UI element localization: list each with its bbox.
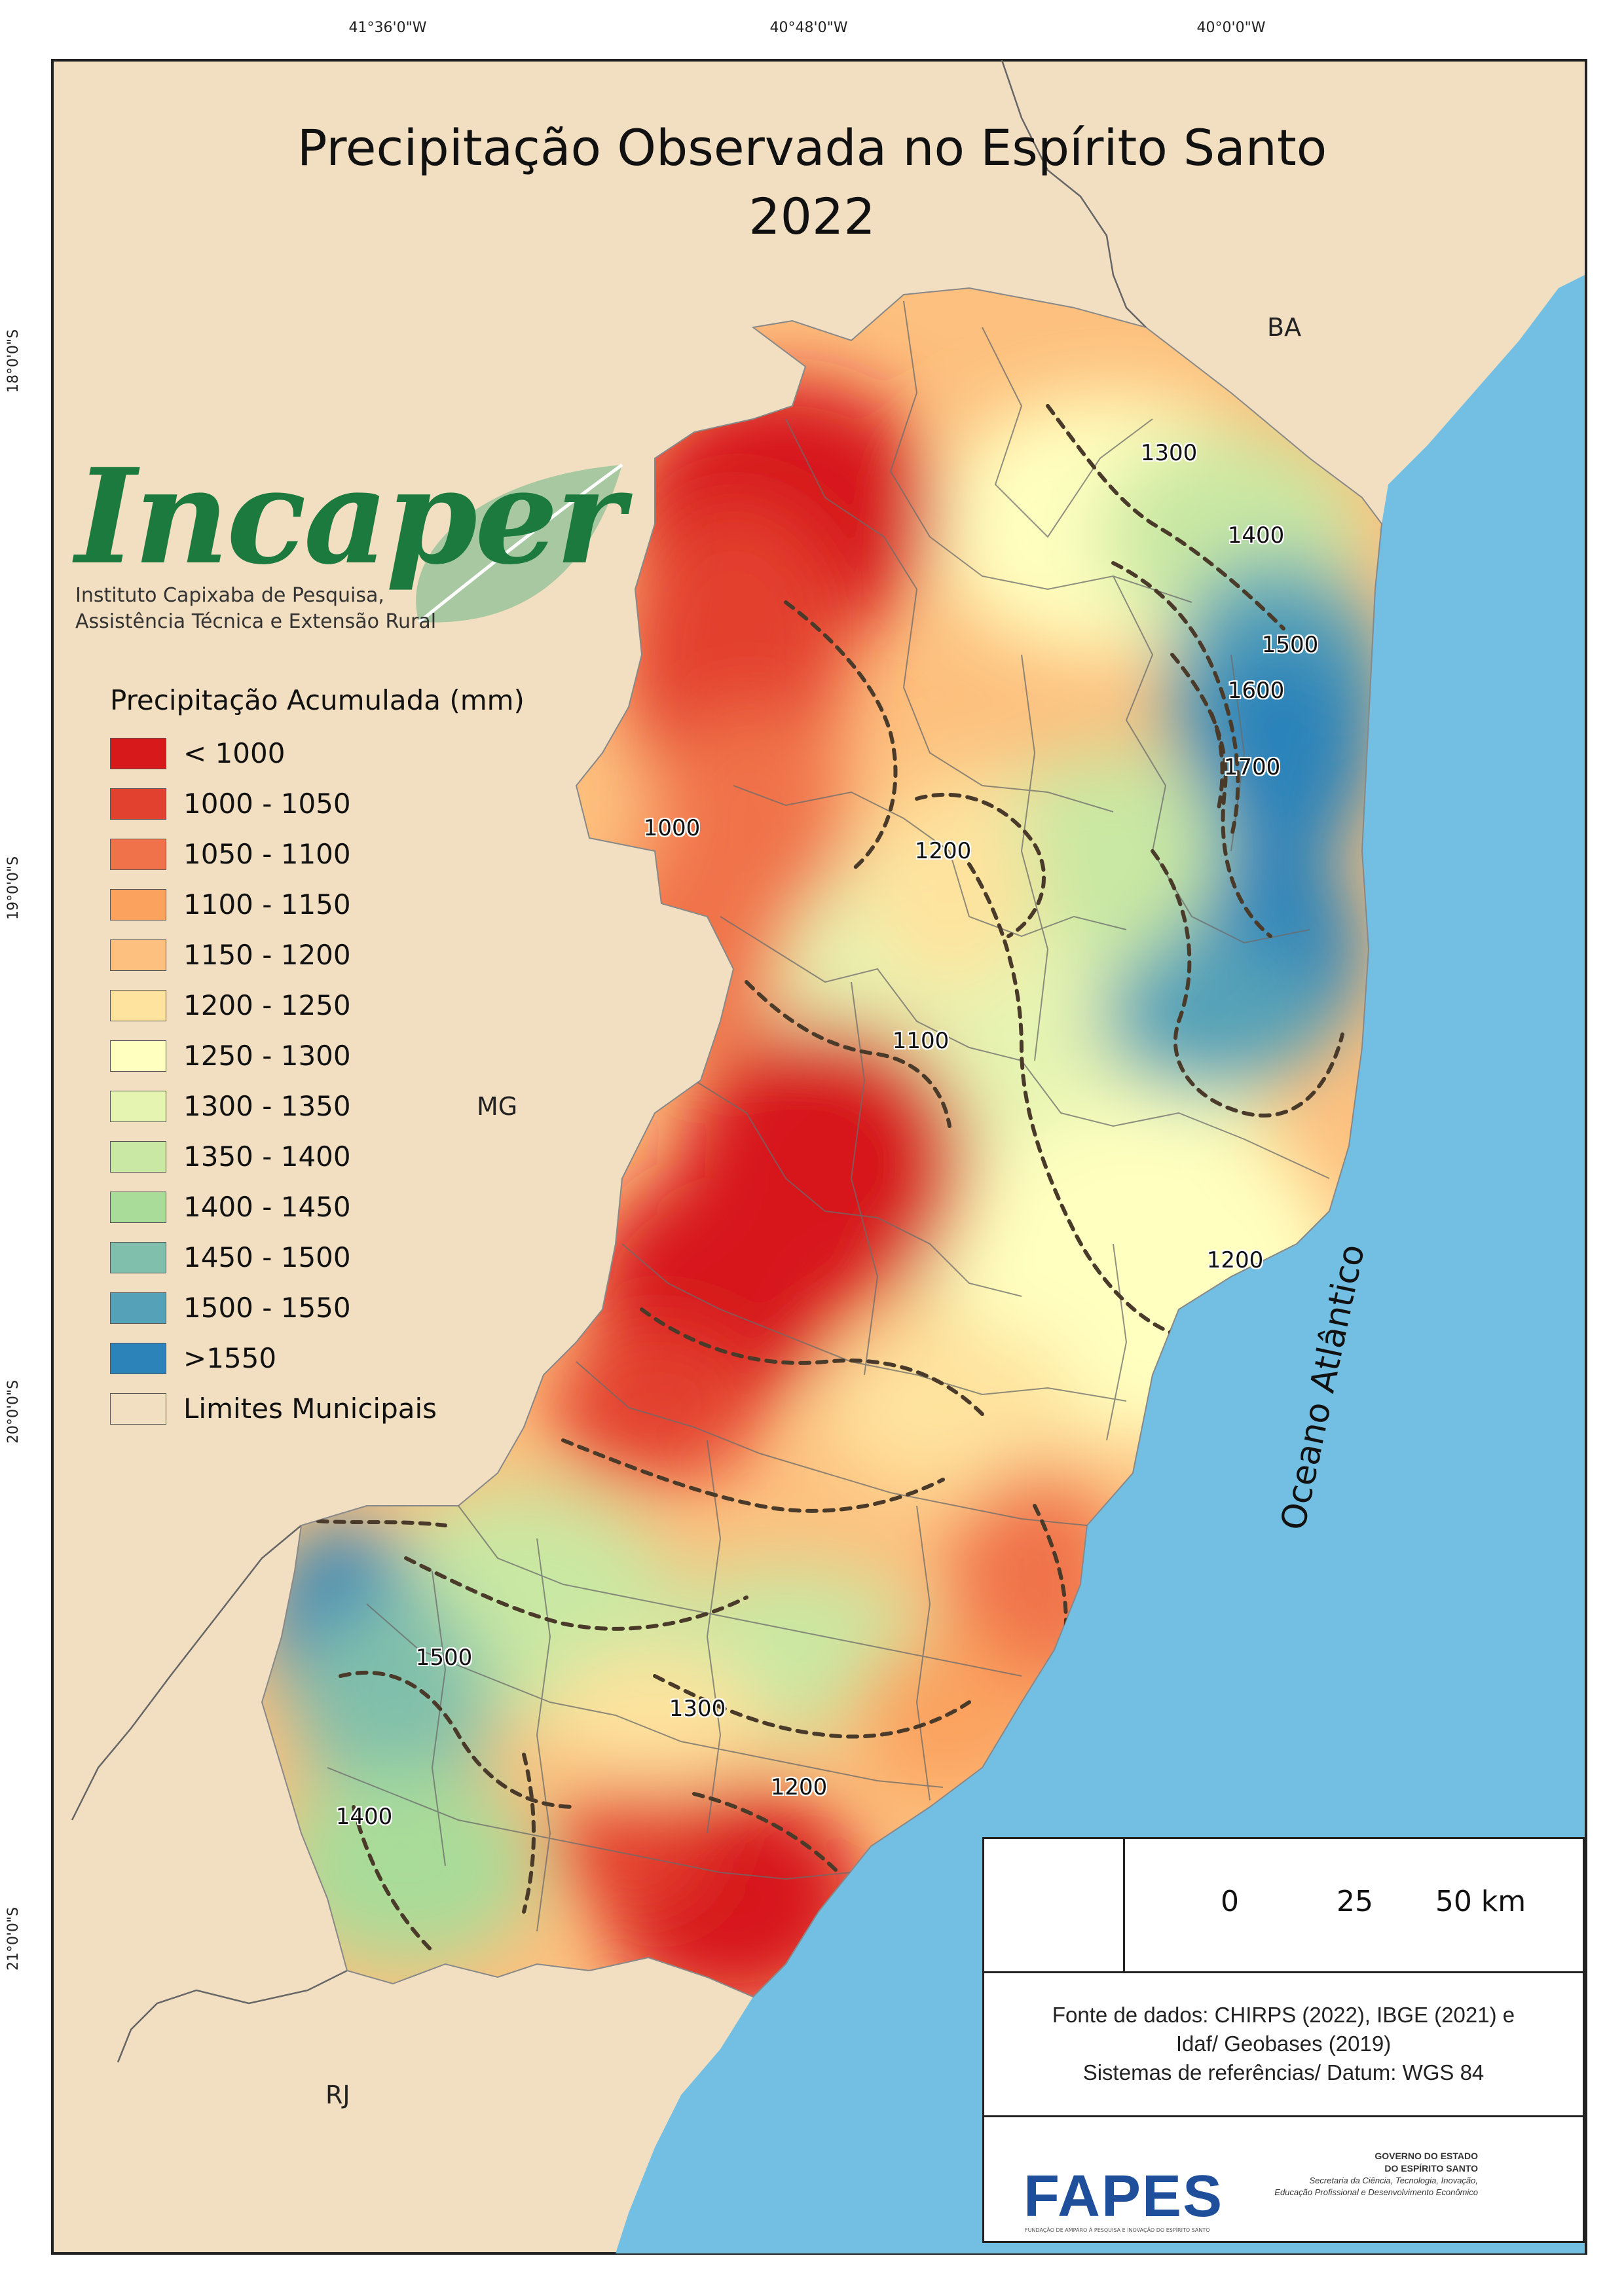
legend-label: 1000 - 1050 bbox=[183, 788, 351, 820]
legend-swatch bbox=[110, 788, 166, 820]
incaper-subtitle-1: Instituto Capixaba de Pesquisa, bbox=[75, 584, 384, 607]
legend-label: 1300 - 1350 bbox=[183, 1090, 351, 1122]
legend-row: >1550 bbox=[110, 1333, 525, 1383]
legend-swatch bbox=[110, 939, 166, 971]
isohyet-contours bbox=[299, 404, 1344, 1953]
source-line-2: Idaf/ Geobases (2019) bbox=[1175, 2032, 1392, 2056]
contour-label: 1200 bbox=[1206, 1247, 1264, 1273]
municipal-boundaries bbox=[327, 301, 1330, 1932]
latitude-label: 19°0'0"S bbox=[5, 856, 22, 920]
legend-label-boundary: Limites Municipais bbox=[183, 1393, 437, 1425]
contour-label: 1600 bbox=[1227, 678, 1285, 704]
fapes-tagline: FUNDAÇÃO DE AMPARO À PESQUISA E INOVAÇÃO… bbox=[1025, 2227, 1210, 2233]
latitude-label: 18°0'0"S bbox=[5, 329, 22, 393]
legend-label: 1100 - 1150 bbox=[183, 888, 351, 920]
legend-swatch bbox=[110, 1241, 166, 1273]
government-text: GOVERNO DO ESTADO DO ESPÍRITO SANTO Secr… bbox=[1274, 2150, 1478, 2198]
legend-swatch-boundary bbox=[110, 1393, 166, 1425]
latitude-label: 20°0'0"S bbox=[5, 1379, 22, 1444]
legend-swatch bbox=[110, 1140, 166, 1173]
incaper-wordmark: Incaper bbox=[75, 440, 625, 594]
incaper-subtitle-2: Assistência Técnica e Extensão Rural bbox=[75, 610, 437, 633]
legend-swatch bbox=[110, 1191, 166, 1223]
contour-label: 1500 bbox=[1261, 632, 1319, 658]
contour-label: 1300 bbox=[1140, 440, 1198, 466]
scale-tick-25: 25 bbox=[1337, 1885, 1373, 1918]
legend-label: 1500 - 1550 bbox=[183, 1292, 351, 1324]
legend-swatch bbox=[110, 1090, 166, 1122]
legend-row: 1200 - 1250 bbox=[110, 980, 525, 1030]
legend-swatch bbox=[110, 1040, 166, 1072]
map-title: Precipitação Observada no Espírito Santo bbox=[297, 118, 1327, 177]
contour-label: 1200 bbox=[914, 838, 972, 864]
footer-logos: FAPES FUNDAÇÃO DE AMPARO À PESQUISA E IN… bbox=[984, 2117, 1583, 2241]
longitude-label: 40°0'0"W bbox=[1196, 20, 1266, 36]
region-label-mg: MG bbox=[477, 1092, 518, 1121]
region-label-rj: RJ bbox=[325, 2081, 350, 2109]
contour-label: 1700 bbox=[1223, 754, 1281, 780]
legend-row: 1000 - 1050 bbox=[110, 778, 525, 829]
scale-tick-50: 50 km bbox=[1435, 1885, 1526, 1918]
source-line-1: Fonte de dados: CHIRPS (2022), IBGE (202… bbox=[1052, 2003, 1515, 2027]
incaper-logo: Incaper Instituto Capixaba de Pesquisa, … bbox=[75, 432, 638, 642]
contour-label: 1500 bbox=[415, 1645, 473, 1671]
legend-row: 1300 - 1350 bbox=[110, 1081, 525, 1131]
legend-swatch bbox=[110, 838, 166, 870]
source-line-3: Sistemas de referências/ Datum: WGS 84 bbox=[1082, 2060, 1485, 2085]
longitude-label: 40°48'0"W bbox=[769, 20, 848, 36]
scale-box: 0 25 50 km bbox=[1125, 1839, 1583, 1973]
contour-label: 1300 bbox=[669, 1696, 726, 1722]
state-borders bbox=[71, 60, 1147, 2063]
legend-swatch bbox=[110, 1292, 166, 1324]
scale-tick-0: 0 bbox=[1221, 1885, 1239, 1918]
legend-label: < 1000 bbox=[183, 737, 286, 769]
contour-label: 1400 bbox=[335, 1804, 393, 1830]
legend-row: 1450 - 1500 bbox=[110, 1232, 525, 1283]
legend-swatch bbox=[110, 989, 166, 1021]
ocean-area bbox=[616, 275, 1585, 2253]
legend-title: Precipitação Acumulada (mm) bbox=[110, 684, 525, 716]
legend-row: < 1000 bbox=[110, 728, 525, 778]
legend-label: 1050 - 1100 bbox=[183, 838, 351, 870]
sources-box: Fonte de dados: CHIRPS (2022), IBGE (202… bbox=[984, 1973, 1583, 2117]
north-arrow-box bbox=[984, 1839, 1125, 1973]
legend-swatch bbox=[110, 888, 166, 920]
gov-line-4: Educação Profissional e Desenvolvimento … bbox=[1274, 2187, 1478, 2197]
legend-row: 1050 - 1100 bbox=[110, 829, 525, 879]
legend-swatch bbox=[110, 1342, 166, 1374]
legend-label: >1550 bbox=[183, 1342, 277, 1374]
legend-label: 1400 - 1450 bbox=[183, 1191, 351, 1223]
contour-label: 1200 bbox=[770, 1774, 828, 1800]
legend-label: 1250 - 1300 bbox=[183, 1040, 351, 1072]
legend-label: 1150 - 1200 bbox=[183, 939, 351, 971]
legend-row: 1250 - 1300 bbox=[110, 1030, 525, 1081]
gov-line-1: GOVERNO DO ESTADO bbox=[1375, 2151, 1478, 2161]
legend: Precipitação Acumulada (mm) < 1000 1000 -… bbox=[110, 684, 525, 1434]
contour-label: 1000 bbox=[643, 815, 701, 841]
legend-row: 1350 - 1400 bbox=[110, 1131, 525, 1182]
legend-label: 1200 - 1250 bbox=[183, 989, 351, 1021]
legend-row: 1400 - 1450 bbox=[110, 1182, 525, 1232]
latitude-label: 21°0'0"S bbox=[5, 1906, 22, 1971]
gov-line-3: Secretaria da Ciência, Tecnologia, Inova… bbox=[1309, 2176, 1478, 2185]
info-panel: 0 25 50 km Fonte de dados: CHIRPS (2022)… bbox=[982, 1837, 1585, 2243]
incaper-leaf-icon bbox=[416, 463, 623, 623]
legend-row: 1150 - 1200 bbox=[110, 930, 525, 980]
legend-swatch bbox=[110, 737, 166, 769]
contour-label: 1100 bbox=[892, 1028, 950, 1054]
region-label-ba: BA bbox=[1267, 313, 1302, 342]
map-year: 2022 bbox=[748, 187, 876, 246]
fapes-logo: FAPES bbox=[1024, 2164, 1224, 2229]
legend-row-boundary: Limites Municipais bbox=[110, 1383, 525, 1434]
legend-label: 1350 - 1400 bbox=[183, 1140, 351, 1173]
legend-label: 1450 - 1500 bbox=[183, 1241, 351, 1273]
contour-label: 1400 bbox=[1227, 522, 1285, 549]
gov-line-2: DO ESPÍRITO SANTO bbox=[1384, 2163, 1478, 2174]
legend-row: 1500 - 1550 bbox=[110, 1283, 525, 1333]
longitude-label: 41°36'0"W bbox=[348, 20, 427, 36]
legend-row: 1100 - 1150 bbox=[110, 879, 525, 930]
